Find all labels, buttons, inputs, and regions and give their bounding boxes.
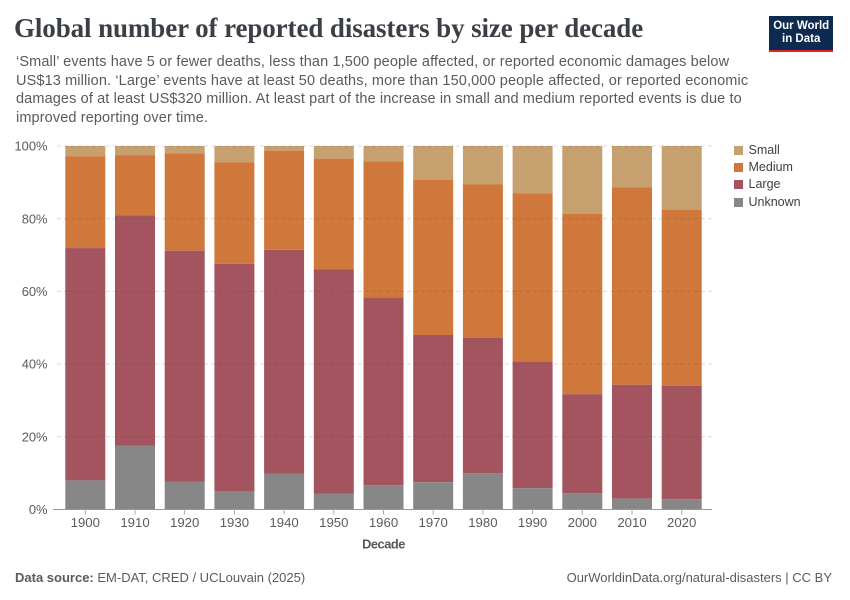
svg-text:1960: 1960 xyxy=(369,515,398,530)
svg-text:1900: 1900 xyxy=(71,515,100,530)
svg-text:100%: 100% xyxy=(15,139,48,154)
svg-text:Decade: Decade xyxy=(362,537,405,552)
svg-text:1910: 1910 xyxy=(120,515,149,530)
svg-text:1990: 1990 xyxy=(518,515,547,530)
svg-text:1980: 1980 xyxy=(468,515,497,530)
svg-text:1970: 1970 xyxy=(419,515,448,530)
svg-text:1930: 1930 xyxy=(220,515,249,530)
svg-text:80%: 80% xyxy=(22,211,48,226)
svg-text:2020: 2020 xyxy=(667,515,696,530)
svg-text:1950: 1950 xyxy=(319,515,348,530)
svg-text:1920: 1920 xyxy=(170,515,199,530)
svg-text:0%: 0% xyxy=(29,502,48,517)
svg-text:2010: 2010 xyxy=(617,515,646,530)
svg-text:60%: 60% xyxy=(22,284,48,299)
svg-text:20%: 20% xyxy=(22,429,48,444)
svg-text:40%: 40% xyxy=(22,357,48,372)
svg-text:1940: 1940 xyxy=(269,515,298,530)
svg-text:2000: 2000 xyxy=(568,515,597,530)
